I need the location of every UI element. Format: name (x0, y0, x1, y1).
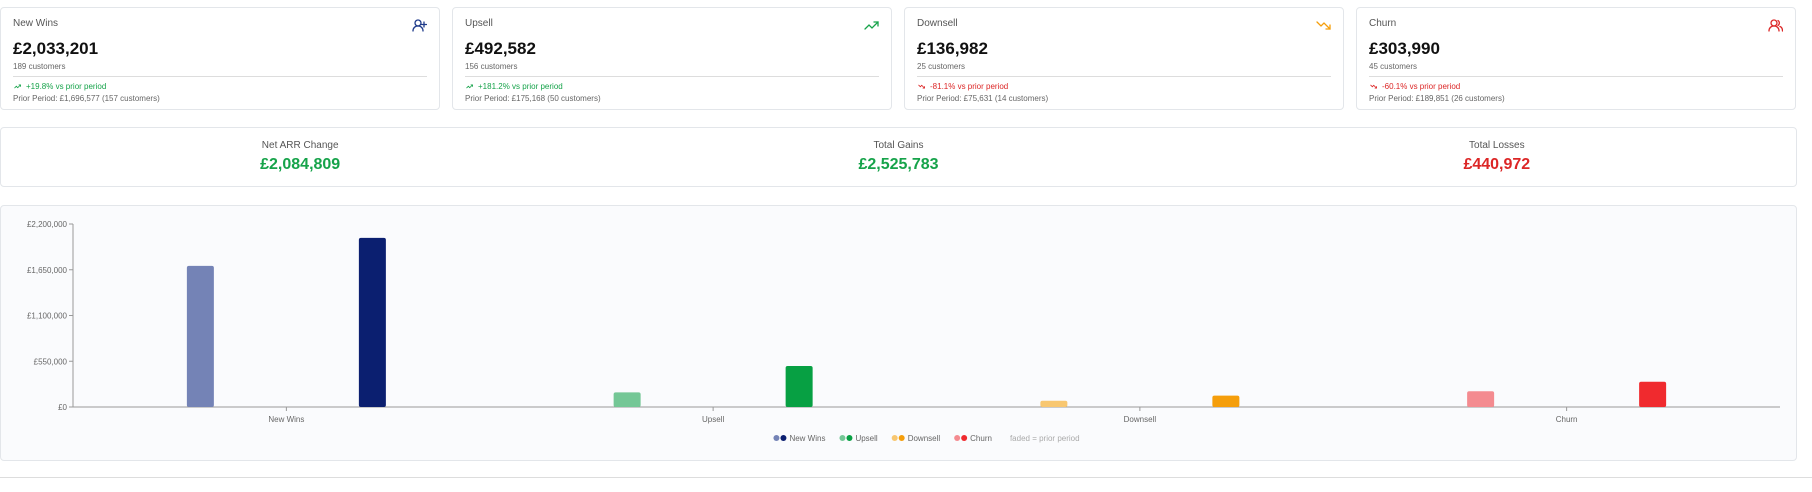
summary-label: Net ARR Change (261, 140, 339, 151)
legend: New Wins Upsell Downsell Churn faded = prior… (773, 434, 1080, 443)
y-tick-label: £0 (58, 403, 67, 412)
legend-label: Churn (970, 434, 992, 443)
chart: £0 £550,000 £1,100,000 £1,650,000 £2,200,000… (27, 220, 1780, 443)
card-value: £492,582 (465, 39, 536, 58)
bar (785, 366, 813, 407)
card-change: -81.1% vs prior period (917, 82, 1331, 91)
bar (358, 237, 386, 407)
change-icon (466, 84, 473, 89)
card-icon (1316, 21, 1331, 30)
card-value: £303,990 (1369, 39, 1440, 58)
card-title: Downsell (917, 18, 958, 29)
legend-dot (891, 435, 898, 441)
card-title: Churn (1369, 18, 1397, 29)
legend-dot (954, 435, 961, 441)
x-tick-label: Downsell (1124, 415, 1157, 424)
bar (1467, 391, 1495, 407)
metric-card: New Wins £2,033,201 189 customers +19.8% vs… (0, 7, 440, 110)
card-icon (1768, 19, 1783, 32)
legend-label: Upsell (855, 434, 877, 443)
card-title: Upsell (465, 18, 493, 29)
summary: Net ARR Change £2,084,809 Total Gains £2,52… (0, 127, 1797, 187)
bar (1212, 395, 1240, 407)
legend-dot (846, 435, 853, 441)
summary-value: £2,084,809 (260, 156, 341, 173)
legend-label: New Wins (789, 434, 825, 443)
legend-dot (839, 435, 846, 441)
metric-card: Churn £303,990 45 customers -60.1% vs prior… (1356, 7, 1796, 110)
card-change: +19.8% vs prior period (13, 82, 427, 91)
summary-value: £440,972 (1463, 156, 1531, 173)
change-text: +181.2% vs prior period (478, 82, 563, 91)
legend-dot (961, 435, 968, 441)
change-icon (918, 84, 925, 89)
card-value: £136,982 (917, 39, 988, 58)
summary-label: Total Losses (1469, 140, 1525, 151)
change-text: -81.1% vs prior period (930, 82, 1009, 91)
change-icon (14, 84, 21, 89)
bar (613, 392, 641, 407)
change-text: -60.1% vs prior period (1382, 82, 1461, 91)
x-tick-label: New Wins (268, 415, 304, 424)
legend-label: Downsell (908, 434, 941, 443)
legend-dot (898, 435, 905, 441)
x-tick-label: Churn (1556, 415, 1578, 424)
card-prior: Prior Period: £189,851 (26 customers) (1369, 94, 1505, 103)
metric-card: Downsell £136,982 25 customers -81.1% vs pr… (904, 7, 1344, 110)
card-change: -60.1% vs prior period (1369, 82, 1783, 91)
card-prior: Prior Period: £175,168 (50 customers) (465, 94, 601, 103)
card-change: +181.2% vs prior period (465, 82, 879, 91)
summary-value: £2,525,783 (858, 156, 939, 173)
y-tick-label: £1,100,000 (27, 312, 68, 321)
card-prior: Prior Period: £1,696,577 (157 customers) (13, 94, 160, 103)
summary-item: Net ARR Change £2,084,809 (1, 128, 599, 186)
x-tick-label: Upsell (702, 415, 724, 424)
card-customers: 156 customers (465, 62, 879, 77)
change-text: +19.8% vs prior period (26, 82, 107, 91)
legend-note: faded = prior period (1010, 434, 1080, 443)
card-customers: 45 customers (1369, 62, 1783, 77)
card-customers: 189 customers (13, 62, 427, 77)
card-title: New Wins (13, 18, 59, 29)
divider (0, 477, 1812, 478)
summary-item: Total Gains £2,525,783 (599, 128, 1197, 186)
chart-panel: £0 £550,000 £1,100,000 £1,650,000 £2,200,000… (0, 205, 1797, 461)
card-prior: Prior Period: £75,631 (14 customers) (917, 94, 1049, 103)
bar (1639, 381, 1667, 407)
y-tick-label: £550,000 (34, 357, 68, 366)
y-tick-label: £1,650,000 (27, 266, 68, 275)
legend-dot (773, 435, 780, 441)
card-icon (864, 21, 879, 30)
legend-dot (780, 435, 787, 441)
metric-card: Upsell £492,582 156 customers +181.2% vs pr… (452, 7, 892, 110)
change-icon (1370, 84, 1377, 89)
card-icon (412, 19, 427, 32)
bar (186, 265, 214, 407)
summary-label: Total Gains (873, 140, 924, 151)
card-customers: 25 customers (917, 62, 1331, 77)
bar (1040, 400, 1068, 407)
y-tick-label: £2,200,000 (27, 220, 68, 229)
card-value: £2,033,201 (13, 39, 99, 58)
summary-item: Total Losses £440,972 (1198, 128, 1796, 186)
